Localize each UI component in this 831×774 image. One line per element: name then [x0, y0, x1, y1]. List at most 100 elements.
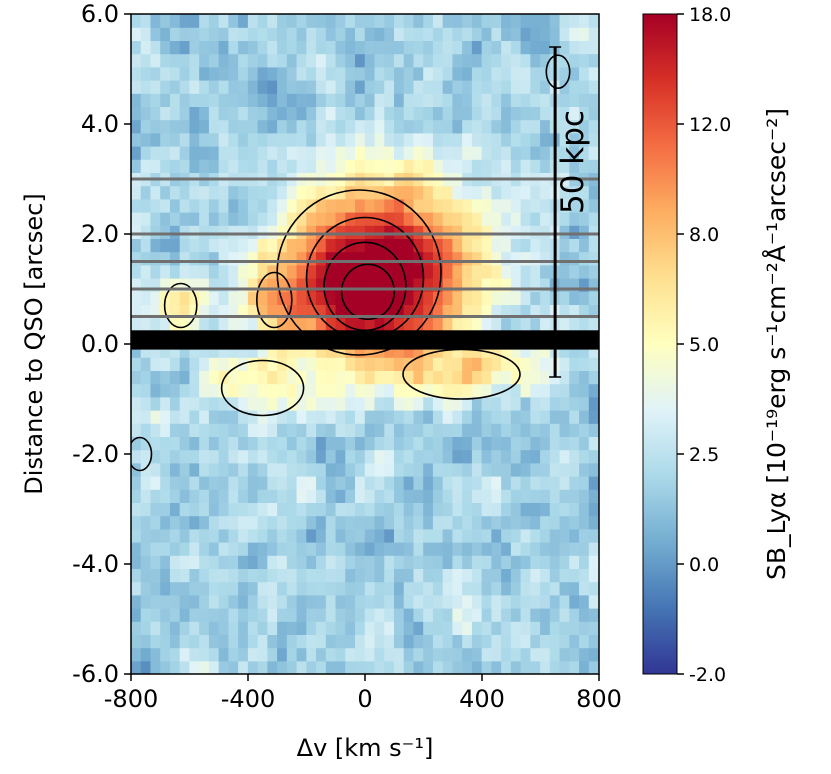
heatmap-cell [393, 621, 405, 635]
heatmap-cell [598, 212, 599, 226]
heatmap-cell [238, 370, 249, 385]
heatmap-cell [423, 40, 434, 55]
heatmap-cell [530, 528, 541, 543]
heatmap-cell [296, 66, 307, 81]
heatmap-cell [218, 423, 229, 437]
heatmap-cell [208, 462, 220, 477]
heatmap-cell [423, 27, 434, 41]
heatmap-cell [374, 80, 385, 94]
heatmap-cell [510, 93, 522, 107]
heatmap-cell [218, 106, 229, 121]
heatmap-cell [277, 198, 288, 213]
heatmap-cell [199, 647, 210, 662]
heatmap-cell [393, 212, 405, 226]
heatmap-cell [238, 594, 249, 609]
heatmap-cell [199, 185, 210, 200]
heatmap-cell [296, 594, 307, 609]
heatmap-cell [579, 357, 590, 371]
heatmap-cell [569, 304, 580, 319]
heatmap-cell [277, 251, 288, 266]
heatmap-cell [491, 344, 502, 358]
heatmap-cell [540, 106, 551, 121]
heatmap-cell [598, 198, 599, 213]
heatmap-cell [530, 436, 541, 451]
heatmap-cell [403, 489, 415, 503]
heatmap-cell [150, 542, 161, 556]
heatmap-cell [257, 621, 268, 635]
heatmap-cell [218, 396, 229, 411]
heatmap-cell [598, 304, 599, 319]
heatmap-cell [540, 185, 551, 200]
heatmap-cell [169, 568, 181, 583]
heatmap-cell [247, 396, 259, 411]
heatmap-cell [384, 106, 395, 121]
heatmap-cell [501, 542, 512, 556]
heatmap-cell [423, 119, 434, 134]
heatmap-cell [296, 647, 307, 662]
heatmap-cell [423, 251, 434, 266]
heatmap-cell [316, 621, 327, 635]
x-axis: -800 -400 0 400 800 [104, 674, 622, 713]
heatmap-cell [442, 528, 454, 543]
heatmap-cell [140, 14, 152, 28]
heatmap-cell [277, 555, 288, 569]
heatmap-cell [559, 119, 570, 134]
heatmap-cell [277, 304, 288, 319]
heatmap-cell [588, 357, 599, 371]
heatmap-cell [189, 225, 200, 239]
heatmap-cell [364, 278, 376, 292]
heatmap-cell [267, 106, 278, 121]
heatmap-cell [510, 185, 522, 200]
heatmap-cell [432, 119, 444, 134]
heatmap-cell [510, 396, 522, 411]
heatmap-cell [150, 278, 161, 292]
heatmap-cell [189, 555, 200, 569]
heatmap-cell [520, 608, 531, 622]
heatmap-cell [257, 489, 268, 503]
heatmap-cell [169, 423, 181, 437]
heatmap-cell [267, 660, 278, 674]
heatmap-cell [501, 238, 512, 253]
heatmap-cell [335, 502, 346, 517]
heatmap-cell [374, 40, 385, 55]
heatmap-cell [442, 251, 454, 266]
heatmap-cell [598, 238, 599, 253]
heatmap-cell [471, 515, 483, 530]
heatmap-cell [345, 581, 356, 596]
heatmap-cell [501, 449, 512, 464]
heatmap-cell [384, 27, 395, 41]
heatmap-cell [432, 278, 444, 292]
heatmap-cell [335, 198, 346, 213]
heatmap-cell [277, 119, 288, 134]
heatmap-cell [316, 317, 327, 332]
heatmap-cell [491, 119, 502, 134]
heatmap-cell [432, 568, 444, 583]
heatmap-cell [520, 264, 531, 279]
heatmap-cell [530, 106, 541, 121]
heatmap-cell [199, 634, 210, 649]
heatmap-cell [481, 634, 492, 649]
heatmap-cell [452, 542, 463, 556]
heatmap-cell [403, 528, 415, 543]
heatmap-cell [588, 304, 599, 319]
heatmap-cell [355, 621, 366, 635]
heatmap-cell [306, 357, 317, 371]
heatmap-cell [267, 528, 278, 543]
heatmap-cell [131, 146, 142, 160]
heatmap-cell [462, 436, 473, 451]
heatmap-cell [374, 396, 385, 411]
heatmap-cell [257, 515, 268, 530]
heatmap-cell [520, 594, 531, 609]
heatmap-cell [403, 621, 415, 635]
heatmap-cell [277, 660, 288, 674]
heatmap-cell [228, 238, 239, 253]
heatmap-cell [296, 436, 307, 451]
heatmap-cell [267, 423, 278, 437]
heatmap-cell [413, 647, 424, 662]
heatmap-cell [384, 291, 395, 305]
heatmap-cell [462, 304, 473, 319]
heatmap-cell [364, 594, 376, 609]
heatmap-cell [501, 119, 512, 134]
heatmap-cell [374, 555, 385, 569]
heatmap-cell [510, 132, 522, 147]
